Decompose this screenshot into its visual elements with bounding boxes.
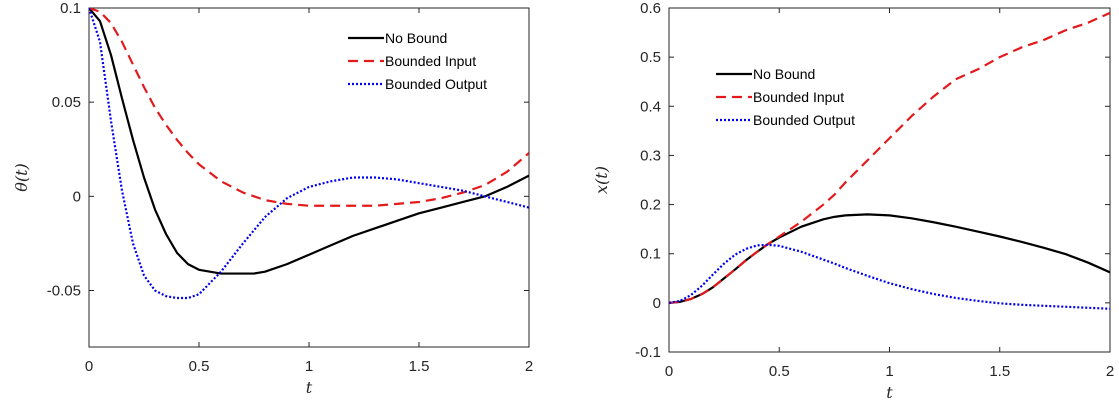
series-line-bounded-output	[89, 8, 529, 300]
plot-area-frame	[668, 7, 1111, 353]
x-tick-label: 1	[885, 363, 893, 380]
x-tick-label: 0	[665, 363, 673, 380]
legend: No Bound Bounded Input Bounded Output	[716, 66, 855, 128]
legend-label: No Bound	[753, 66, 815, 82]
x-tick-label: 1.5	[409, 358, 430, 375]
y-tick-label: -0.05	[47, 283, 81, 300]
y-tick-label: 0.6	[640, 0, 661, 17]
y-tick-label: -0.1	[635, 344, 661, 361]
legend: No Bound Bounded Input Bounded Output	[348, 30, 487, 92]
y-axis-label: x(t)	[592, 166, 611, 194]
series-line-no-bound	[89, 8, 529, 275]
y-tick-label: 0	[73, 188, 81, 205]
legend-label: Bounded Output	[385, 76, 487, 92]
x-tick-label: 2	[1106, 363, 1114, 380]
x-tick-label: 1.5	[989, 363, 1010, 380]
legend-label: Bounded Output	[753, 112, 855, 128]
x-tick-label: 0.5	[769, 363, 790, 380]
y-tick-label: 0.5	[640, 49, 661, 66]
legend-label: Bounded Input	[753, 89, 844, 105]
x-axis-label: t	[306, 378, 313, 397]
legend-label: No Bound	[385, 30, 447, 46]
x-axis-label: t	[886, 383, 893, 402]
x-tick-label: 1	[305, 358, 313, 375]
y-tick-label: 0.1	[60, 0, 81, 17]
series-line-bounded-output	[669, 243, 1110, 310]
y-axis-label: θ(t)	[12, 163, 31, 192]
x-tick-label: 2	[525, 358, 533, 375]
legend-label: Bounded Input	[385, 53, 476, 69]
x-tick-label: 0	[85, 358, 93, 375]
x-tick-label: 0.5	[189, 358, 210, 375]
chart-panel-2: 0 0.5 1 1.5 2-0.100.10.20.30.40.50.6tx(t)No …	[592, 0, 1114, 402]
y-tick-label: 0	[653, 295, 661, 312]
y-tick-label: 0.2	[640, 197, 661, 214]
chart-panel-1: 0 0.5 1 1.5 2 -0.05 0 0.05 0.1 t θ(t) No Bound Bound…	[12, 0, 533, 397]
y-tick-label: 0.1	[640, 246, 661, 263]
plot-area-frame	[88, 7, 530, 348]
y-tick-label: 0.4	[640, 98, 661, 115]
series-line-bounded-input	[669, 11, 1110, 304]
y-tick-label: 0.05	[52, 94, 81, 111]
y-tick-label: 0.3	[640, 147, 661, 164]
series-line-bounded-input	[89, 8, 529, 207]
